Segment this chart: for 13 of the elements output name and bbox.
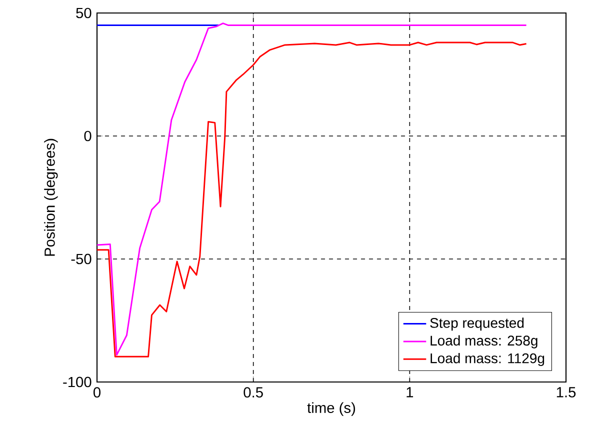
legend-label: Load mass: 1129g <box>430 352 544 366</box>
x-axis-title: time (s) <box>307 402 356 416</box>
y-tick-label: 0 <box>84 130 92 142</box>
x-tick-label: 0 <box>93 387 100 398</box>
y-axis-title: Position (degrees) <box>44 138 58 256</box>
x-tick-label: 1.5 <box>556 387 576 398</box>
y-tick-label: -100 <box>63 376 92 388</box>
legend-label: Load mass: 258g <box>430 335 538 348</box>
legend-label: Step requested <box>430 318 524 331</box>
x-tick-label: 1 <box>406 387 414 398</box>
x-tick-label: 0.5 <box>244 387 263 398</box>
y-tick-label: 50 <box>76 8 92 18</box>
y-tick-label: -50 <box>71 254 92 264</box>
